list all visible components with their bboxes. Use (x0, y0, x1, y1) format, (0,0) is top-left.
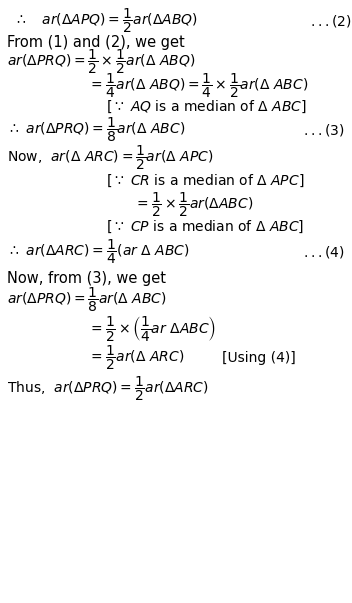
Text: [Using (4)]: [Using (4)] (222, 351, 296, 365)
Text: Thus,  $ar(\Delta PRQ) = \dfrac{1}{2} ar(\Delta ARC)$: Thus, $ar(\Delta PRQ) = \dfrac{1}{2} ar(… (7, 374, 209, 402)
Text: $= \dfrac{1}{2} ar(\Delta\ ARC)$: $= \dfrac{1}{2} ar(\Delta\ ARC)$ (88, 344, 184, 372)
Text: From (1) and (2), we get: From (1) and (2), we get (7, 35, 185, 49)
Text: $[\because\ CP$ is a median of $\Delta\ ABC]$: $[\because\ CP$ is a median of $\Delta\ … (106, 218, 304, 235)
Text: $...(3)$: $...(3)$ (303, 122, 345, 138)
Text: $[\because\ AQ$ is a median of $\Delta\ ABC]$: $[\because\ AQ$ is a median of $\Delta\ … (106, 99, 306, 116)
Text: $\therefore\ ar(\Delta PRQ) = \dfrac{1}{8} ar(\Delta\ ABC)$: $\therefore\ ar(\Delta PRQ) = \dfrac{1}{… (7, 116, 186, 144)
Text: $ar(\Delta PRQ) = \dfrac{1}{2} \times \dfrac{1}{2} ar(\Delta\ ABQ)$: $ar(\Delta PRQ) = \dfrac{1}{2} \times \d… (7, 48, 195, 76)
Text: $\therefore \quad ar(\Delta APQ) = \dfrac{1}{2} ar(\Delta ABQ)$: $\therefore \quad ar(\Delta APQ) = \dfra… (14, 7, 198, 35)
Text: $= \dfrac{1}{2} \times \left(\dfrac{1}{4} ar\ \Delta ABC\right)$: $= \dfrac{1}{2} \times \left(\dfrac{1}{4… (88, 314, 216, 343)
Text: $...(2)$: $...(2)$ (310, 13, 352, 29)
Text: Now, from (3), we get: Now, from (3), we get (7, 271, 166, 286)
Text: $[\because\ CR$ is a median of $\Delta\ APC]$: $[\because\ CR$ is a median of $\Delta\ … (106, 172, 304, 189)
Text: $= \dfrac{1}{4} ar(\Delta\ ABQ) = \dfrac{1}{4} \times \dfrac{1}{2} ar(\Delta\ AB: $= \dfrac{1}{4} ar(\Delta\ ABQ) = \dfrac… (88, 72, 308, 99)
Text: $ar(\Delta PRQ) = \dfrac{1}{8} ar(\Delta\ ABC)$: $ar(\Delta PRQ) = \dfrac{1}{8} ar(\Delta… (7, 286, 166, 314)
Text: $\therefore\ ar(\Delta ARC) = \dfrac{1}{4}(ar\ \Delta\ ABC)$: $\therefore\ ar(\Delta ARC) = \dfrac{1}{… (7, 238, 190, 266)
Text: Now,  $ar(\Delta\ ARC) = \dfrac{1}{2} ar(\Delta\ APC)$: Now, $ar(\Delta\ ARC) = \dfrac{1}{2} ar(… (7, 144, 213, 172)
Text: $...(4)$: $...(4)$ (303, 244, 345, 260)
Text: $= \dfrac{1}{2} \times \dfrac{1}{2} ar(\Delta ABC)$: $= \dfrac{1}{2} \times \dfrac{1}{2} ar(\… (134, 191, 253, 218)
